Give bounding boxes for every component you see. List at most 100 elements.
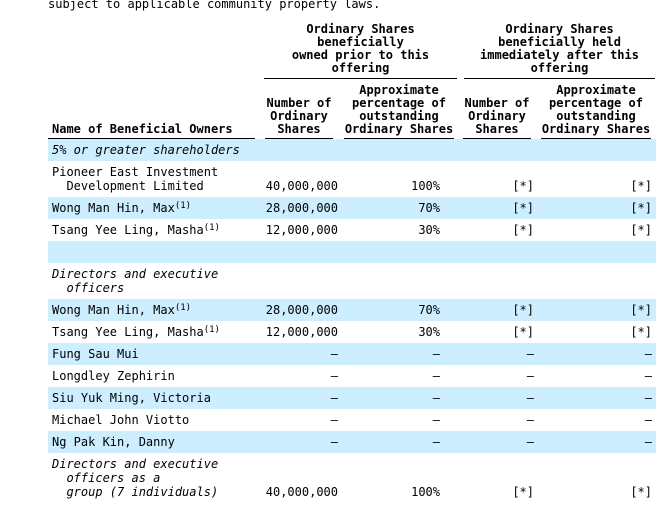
table-body: 5% or greater shareholders Pioneer East … <box>48 139 657 503</box>
value-cell: [*] <box>512 201 534 215</box>
value-cell: — <box>432 391 440 405</box>
value-cell: — <box>526 391 534 405</box>
value-cell: — <box>644 391 653 405</box>
column-header-percentage-after: Approximate percentage of outstanding Or… <box>540 84 652 139</box>
table-row: Fung Sau Mui — — — — <box>48 343 657 365</box>
owner-name-cell: Pioneer East Investment Development Limi… <box>48 161 258 197</box>
value-cell: — <box>644 413 653 427</box>
column-header-cell: Number of Ordinary Shares <box>458 79 536 139</box>
table-row: Wong Man Hin, Max(1) 28,000,000 70% [*] … <box>48 197 657 219</box>
value-cell <box>258 139 340 161</box>
value-cell: — <box>644 347 653 361</box>
owner-name: Longdley Zephirin <box>52 369 175 383</box>
owner-name: 5% or greater shareholders <box>52 143 240 157</box>
value-cell: — <box>644 369 653 383</box>
value-cell: — <box>432 347 440 361</box>
value-cell: 100% <box>411 485 440 499</box>
column-header-cell: Number of Ordinary Shares <box>258 79 340 139</box>
value-cell: — <box>432 435 440 449</box>
value-cell: — <box>330 391 338 405</box>
column-header-row: Name of Beneficial Owners Number of Ordi… <box>48 79 656 139</box>
value-cell: [*] <box>630 179 653 193</box>
value-cell: 28,000,000 <box>265 201 338 215</box>
table-row: Longdley Zephirin — — — — <box>48 365 656 387</box>
group-title-prior-offering: Ordinary Shares beneficially owned prior… <box>264 23 457 79</box>
table-row: 5% or greater shareholders <box>48 139 657 161</box>
column-header-cell: Approximate percentage of outstanding Or… <box>536 79 656 139</box>
table-row: Directors and executive officers as a gr… <box>48 453 656 503</box>
column-header-percentage-prior: Approximate percentage of outstanding Or… <box>343 84 455 139</box>
group-header-row: Ordinary Shares beneficially owned prior… <box>48 11 656 79</box>
owner-name-cell: Directors and executive officers as a gr… <box>48 453 258 503</box>
value-cell: — <box>526 347 534 361</box>
owner-name: Tsang Yee Ling, Masha <box>52 223 204 237</box>
footnote-ref: (1) <box>174 303 192 313</box>
value-cell: 30% <box>418 325 440 339</box>
value-cell <box>536 263 656 299</box>
owner-name-cell: Directors and executive officers <box>48 263 258 299</box>
value-cell: [*] <box>630 201 653 215</box>
value-cell: 70% <box>418 201 440 215</box>
value-cell: [*] <box>630 223 653 237</box>
column-header-shares-after: Number of Ordinary Shares <box>463 97 531 139</box>
owner-name: Fung Sau Mui <box>52 347 139 361</box>
owner-name-cell: Tsang Yee Ling, Masha(1) <box>48 321 258 343</box>
owner-name: Pioneer East Investment Development Limi… <box>52 165 219 193</box>
column-header-shares-prior: Number of Ordinary Shares <box>265 97 333 139</box>
value-cell: 12,000,000 <box>265 325 338 339</box>
table-row: Ng Pak Kin, Danny — — — — <box>48 431 657 453</box>
value-cell: — <box>526 369 534 383</box>
value-cell: — <box>330 435 338 449</box>
value-cell: — <box>330 347 338 361</box>
owner-name-cell: Ng Pak Kin, Danny <box>48 431 258 453</box>
table-row: Michael John Viotto — — — — <box>48 409 656 431</box>
value-cell: — <box>526 435 534 449</box>
column-header-cell: Approximate percentage of outstanding Or… <box>340 79 458 139</box>
footnote-ref: (1) <box>203 223 220 233</box>
table-row <box>48 241 657 263</box>
value-cell: — <box>644 435 653 449</box>
owner-name: Wong Man Hin, Max <box>52 303 175 317</box>
value-cell: 100% <box>411 179 440 193</box>
name-column-header-cell: Name of Beneficial Owners <box>48 79 258 139</box>
owner-name: Ng Pak Kin, Danny <box>52 435 175 449</box>
value-cell: [*] <box>630 303 653 317</box>
owner-name-cell <box>48 241 258 263</box>
group-title-after-offering: Ordinary Shares beneficially held immedi… <box>464 23 656 79</box>
owner-name: Wong Man Hin, Max <box>52 201 175 215</box>
value-cell: [*] <box>512 325 534 339</box>
value-cell: [*] <box>630 325 653 339</box>
value-cell: [*] <box>512 223 534 237</box>
owner-name-cell: Michael John Viotto <box>48 409 258 431</box>
table-row: Siu Yuk Ming, Victoria — — — — <box>48 387 657 409</box>
group-header-prior: Ordinary Shares beneficially owned prior… <box>258 11 458 79</box>
owner-name: Michael John Viotto <box>52 413 190 427</box>
value-cell: 30% <box>418 223 440 237</box>
value-cell: [*] <box>630 485 653 499</box>
value-cell <box>536 139 656 161</box>
value-cell <box>340 241 458 263</box>
group-header-after: Ordinary Shares beneficially held immedi… <box>458 11 656 79</box>
owner-name: Tsang Yee Ling, Masha <box>52 325 204 339</box>
value-cell: — <box>432 369 440 383</box>
value-cell: 70% <box>418 303 440 317</box>
table-row: Pioneer East Investment Development Limi… <box>48 161 656 197</box>
beneficial-ownership-table: Ordinary Shares beneficially owned prior… <box>48 11 657 503</box>
footnote-ref: (1) <box>174 201 192 211</box>
value-cell: [*] <box>512 179 534 193</box>
table-row: Tsang Yee Ling, Masha(1) 12,000,000 30% … <box>48 321 656 343</box>
value-cell: [*] <box>512 485 534 499</box>
value-cell: — <box>432 413 440 427</box>
owner-name-cell: Fung Sau Mui <box>48 343 258 365</box>
group-header-spacer <box>48 11 258 79</box>
value-cell <box>458 263 536 299</box>
owner-name-cell: Longdley Zephirin <box>48 365 258 387</box>
value-cell <box>340 139 458 161</box>
value-cell: [*] <box>512 303 534 317</box>
value-cell: 12,000,000 <box>265 223 338 237</box>
value-cell <box>536 241 656 263</box>
table-row: Wong Man Hin, Max(1) 28,000,000 70% [*] … <box>48 299 657 321</box>
table-row: Tsang Yee Ling, Masha(1) 12,000,000 30% … <box>48 219 656 241</box>
owner-name-cell: Tsang Yee Ling, Masha(1) <box>48 219 258 241</box>
